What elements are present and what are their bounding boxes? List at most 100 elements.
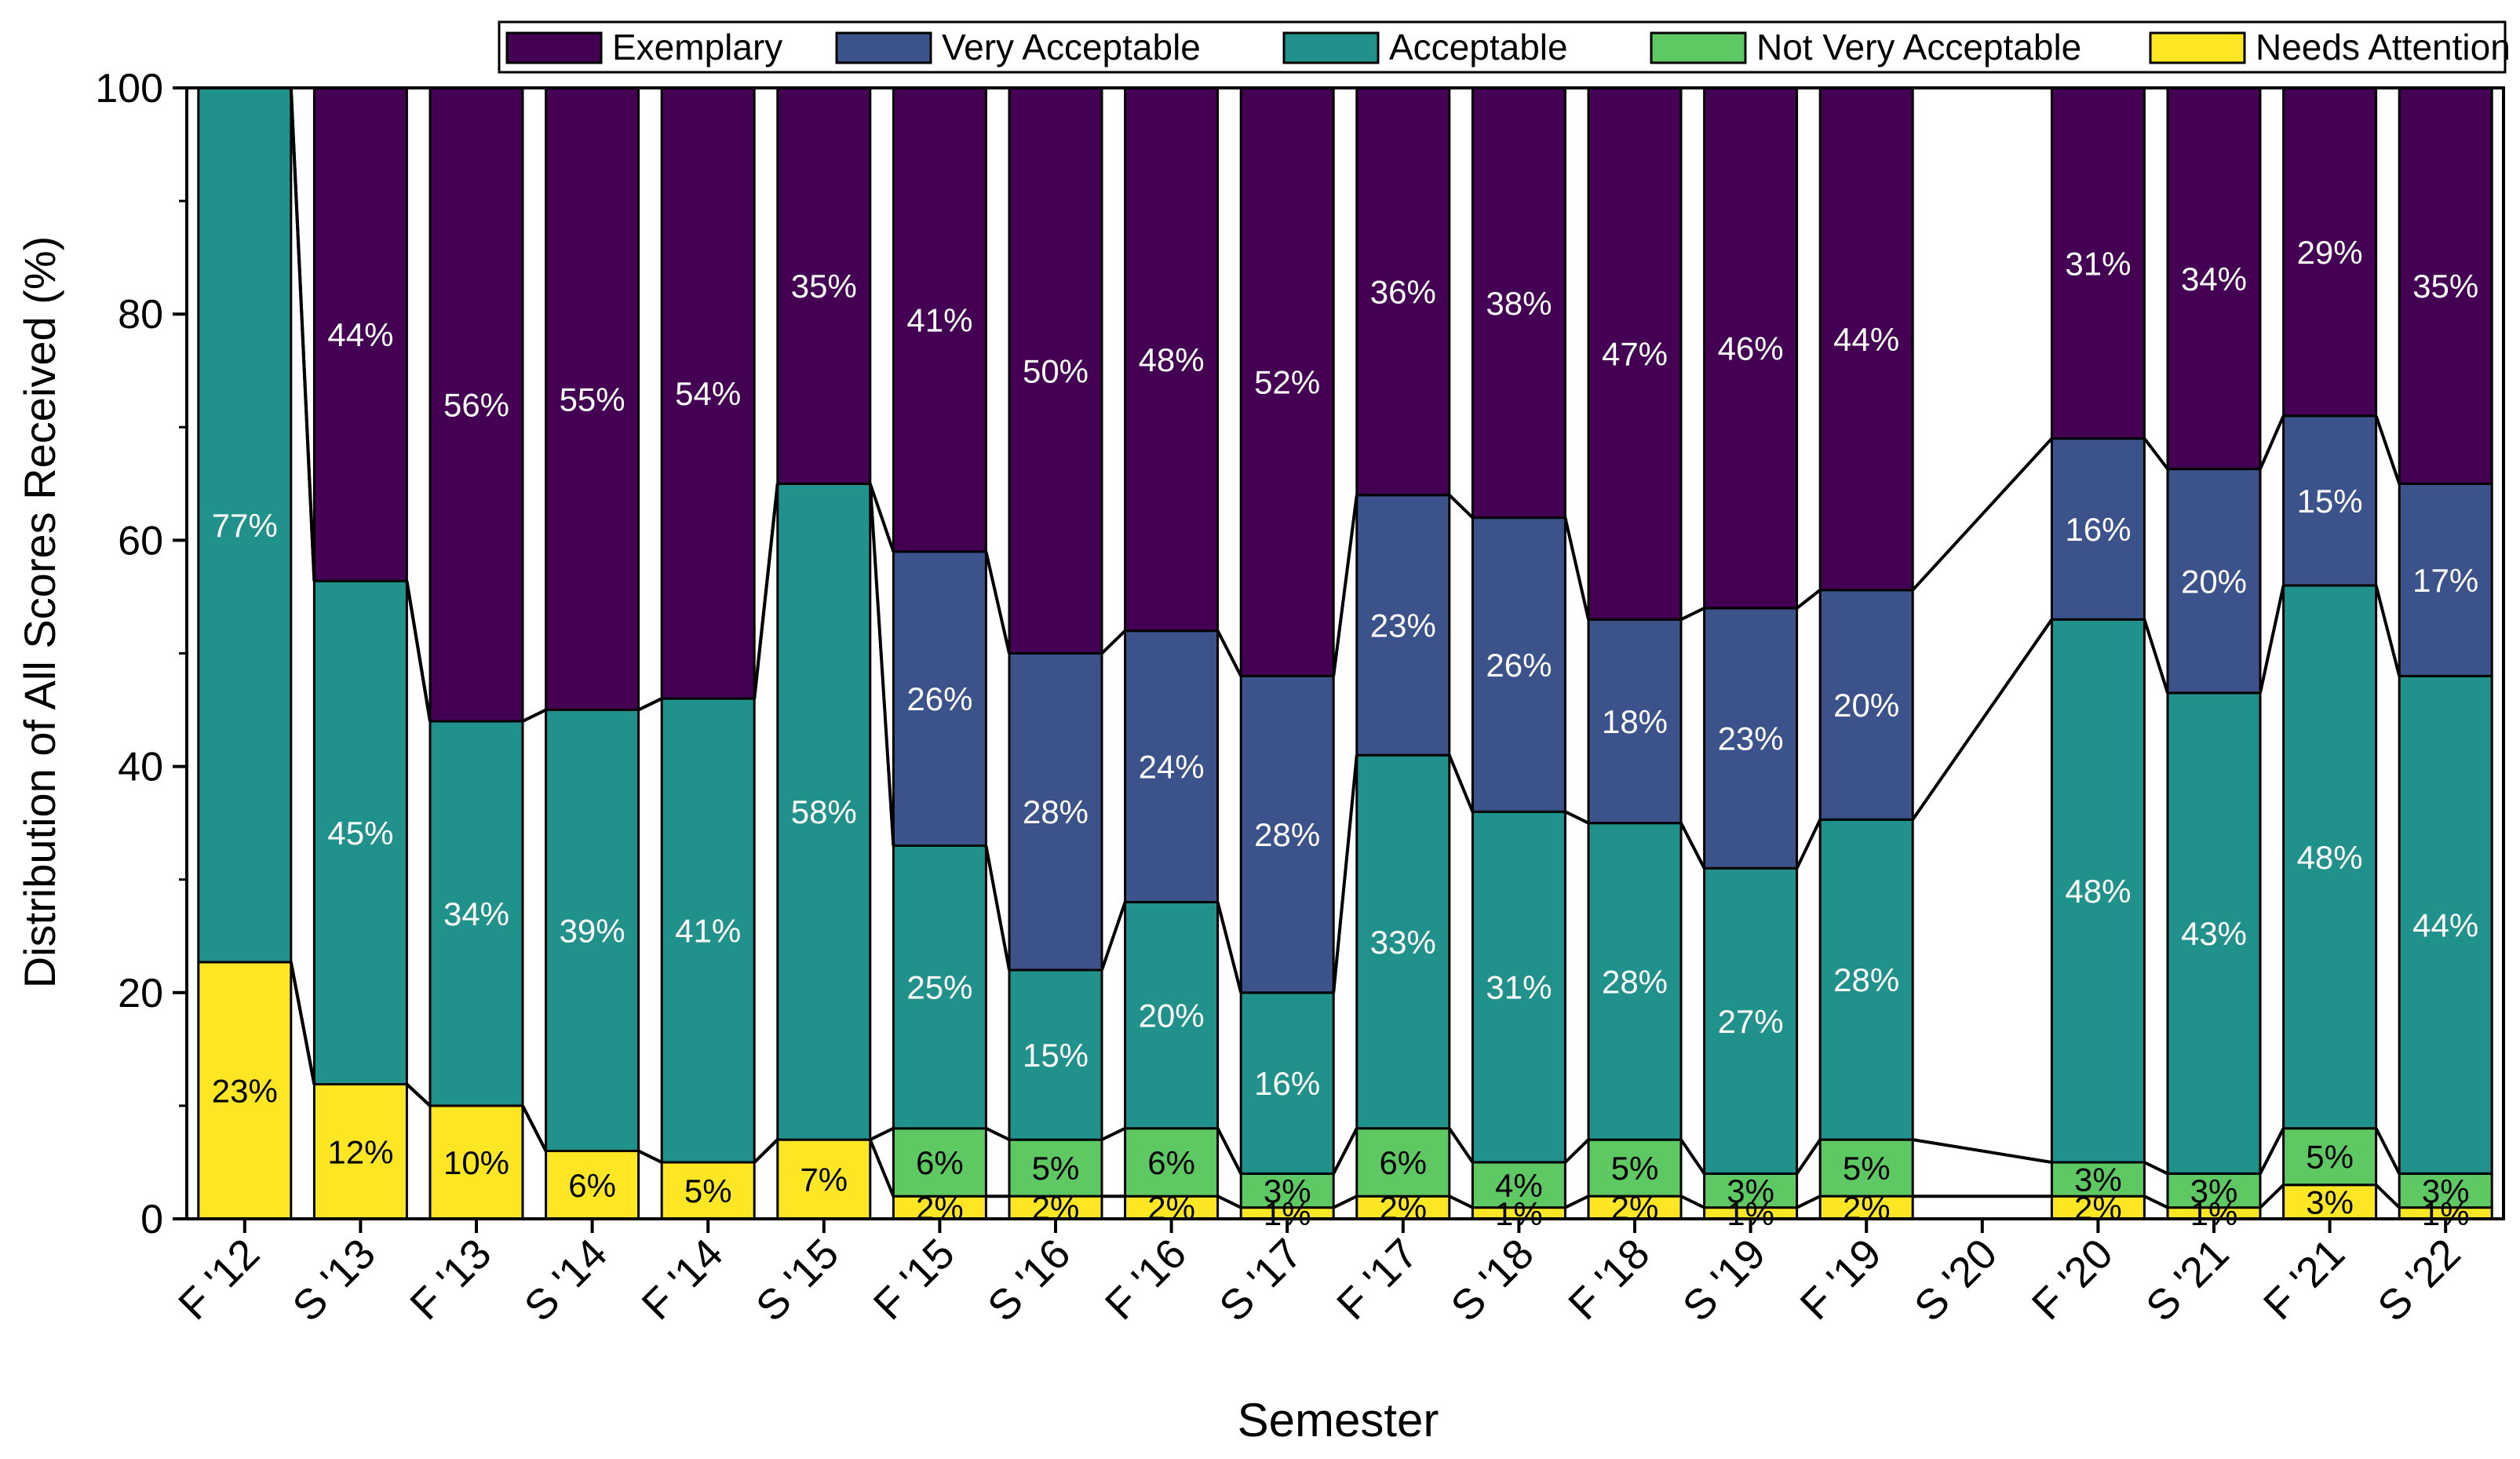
connector-line <box>1100 629 1126 655</box>
data-label: 20% <box>1833 687 1899 724</box>
bar-segment <box>2398 1172 2493 1209</box>
connector-line <box>637 1149 663 1164</box>
legend-swatch <box>1282 31 1380 64</box>
bar-segment <box>429 1104 524 1220</box>
bar-segment <box>2050 86 2146 440</box>
connector-line <box>1216 1127 1242 1175</box>
bar-segment <box>2050 618 2146 1164</box>
data-label: 31% <box>2065 245 2131 282</box>
x-tick-label: F '18 <box>1559 1230 1658 1329</box>
bar-segment <box>1355 753 1451 1130</box>
bar-segment <box>1355 494 1451 757</box>
bar-segment <box>1703 607 1799 870</box>
bar-segment <box>2282 414 2378 587</box>
connector-line <box>1795 819 1822 870</box>
bar-segment <box>1008 652 1103 972</box>
data-label: 3% <box>2306 1184 2354 1220</box>
data-label: 28% <box>1602 963 1668 1000</box>
bar-segment <box>1587 86 1683 621</box>
bar-segment <box>776 482 872 1141</box>
data-label: 3% <box>1727 1173 1774 1209</box>
data-label: 50% <box>1023 352 1089 389</box>
bar-segment <box>2282 86 2378 418</box>
data-label: 52% <box>1254 364 1320 401</box>
data-labels-layer: 23% 77% 12% 45% 44% 10% 34% 56% 6% 39% 55% 5% 41% 54%… <box>212 234 2478 1232</box>
data-label: 29% <box>2297 234 2363 271</box>
legend-label: Exemplary <box>612 27 782 67</box>
data-label: 6% <box>568 1167 616 1204</box>
connector-line <box>1333 1195 1358 1209</box>
connector-line <box>289 87 316 582</box>
connector-line <box>1332 755 1358 993</box>
data-label: 56% <box>443 387 509 424</box>
bar-segment <box>892 844 987 1130</box>
data-label: 31% <box>1486 969 1552 1006</box>
bar-segment <box>429 720 524 1107</box>
data-label: 17% <box>2412 562 2478 599</box>
connector-line <box>869 1126 895 1141</box>
data-label: 26% <box>1486 647 1552 684</box>
bar-segment <box>2398 674 2493 1175</box>
data-label: 15% <box>2297 483 2363 520</box>
data-label: 48% <box>2297 839 2363 876</box>
connector-line <box>2374 1127 2401 1175</box>
data-label: 15% <box>1023 1037 1089 1074</box>
connector-line <box>1679 822 1706 870</box>
x-axis-label: Semester <box>1238 1394 1439 1446</box>
connector-line <box>1447 754 1475 812</box>
bar-segment <box>1008 86 1103 655</box>
data-label: 4% <box>1495 1167 1543 1204</box>
x-tick-label: S '20 <box>1905 1230 2006 1330</box>
data-label: 20% <box>1139 998 1205 1034</box>
bar-segment <box>1355 1127 1451 1198</box>
connector-line <box>1911 437 2053 592</box>
x-tick-label: F '19 <box>1792 1230 1891 1329</box>
bar-segment <box>312 86 408 582</box>
data-label: 28% <box>1023 793 1089 830</box>
data-label: 6% <box>1147 1144 1195 1181</box>
legend-swatch <box>505 31 603 64</box>
data-label: 28% <box>1254 816 1320 853</box>
legend-label: Not Very Acceptable <box>1756 27 2081 67</box>
data-label: 77% <box>212 507 278 544</box>
x-tick-label: S '17 <box>1210 1230 1311 1330</box>
connector-line <box>2143 618 2169 694</box>
connector-line <box>2259 1184 2285 1209</box>
data-label: 6% <box>916 1144 964 1181</box>
connector-line <box>1680 607 1705 622</box>
data-label: 45% <box>327 815 393 852</box>
bar-segment <box>2166 691 2262 1175</box>
x-tick-label: F '17 <box>1328 1230 1427 1329</box>
data-label: 39% <box>560 913 625 950</box>
bar-segment <box>1239 674 1335 994</box>
data-label: 16% <box>1254 1065 1320 1102</box>
data-label: 23% <box>1718 720 1784 757</box>
data-label: 26% <box>906 680 972 717</box>
bar-segment <box>892 1127 987 1198</box>
data-label: 46% <box>1718 330 1784 367</box>
connector-line <box>2374 415 2401 485</box>
x-tick-label: F '20 <box>2023 1230 2122 1329</box>
y-tick-label: 0 <box>140 1197 163 1242</box>
bar-segment <box>1587 1138 1683 1198</box>
bar-segment <box>1008 1138 1103 1198</box>
data-label: 12% <box>327 1133 393 1170</box>
y-tick-label: 20 <box>118 971 163 1016</box>
bar-segment <box>1818 86 1914 592</box>
connector-line <box>984 551 1011 654</box>
connector-line <box>289 961 316 1085</box>
legend-swatch <box>1650 31 1747 64</box>
connector-line <box>1100 901 1127 971</box>
connector-line <box>2259 1127 2285 1175</box>
connector-line <box>637 697 663 712</box>
bar-segment <box>197 961 293 1220</box>
connector-line <box>1101 1126 1126 1141</box>
x-tick-label: F '13 <box>401 1230 500 1329</box>
data-label: 41% <box>906 301 972 338</box>
data-label: 43% <box>2181 915 2247 952</box>
x-tick-label: S '19 <box>1674 1230 1774 1330</box>
bar-segment <box>2166 86 2262 471</box>
connector-line <box>2259 585 2285 694</box>
